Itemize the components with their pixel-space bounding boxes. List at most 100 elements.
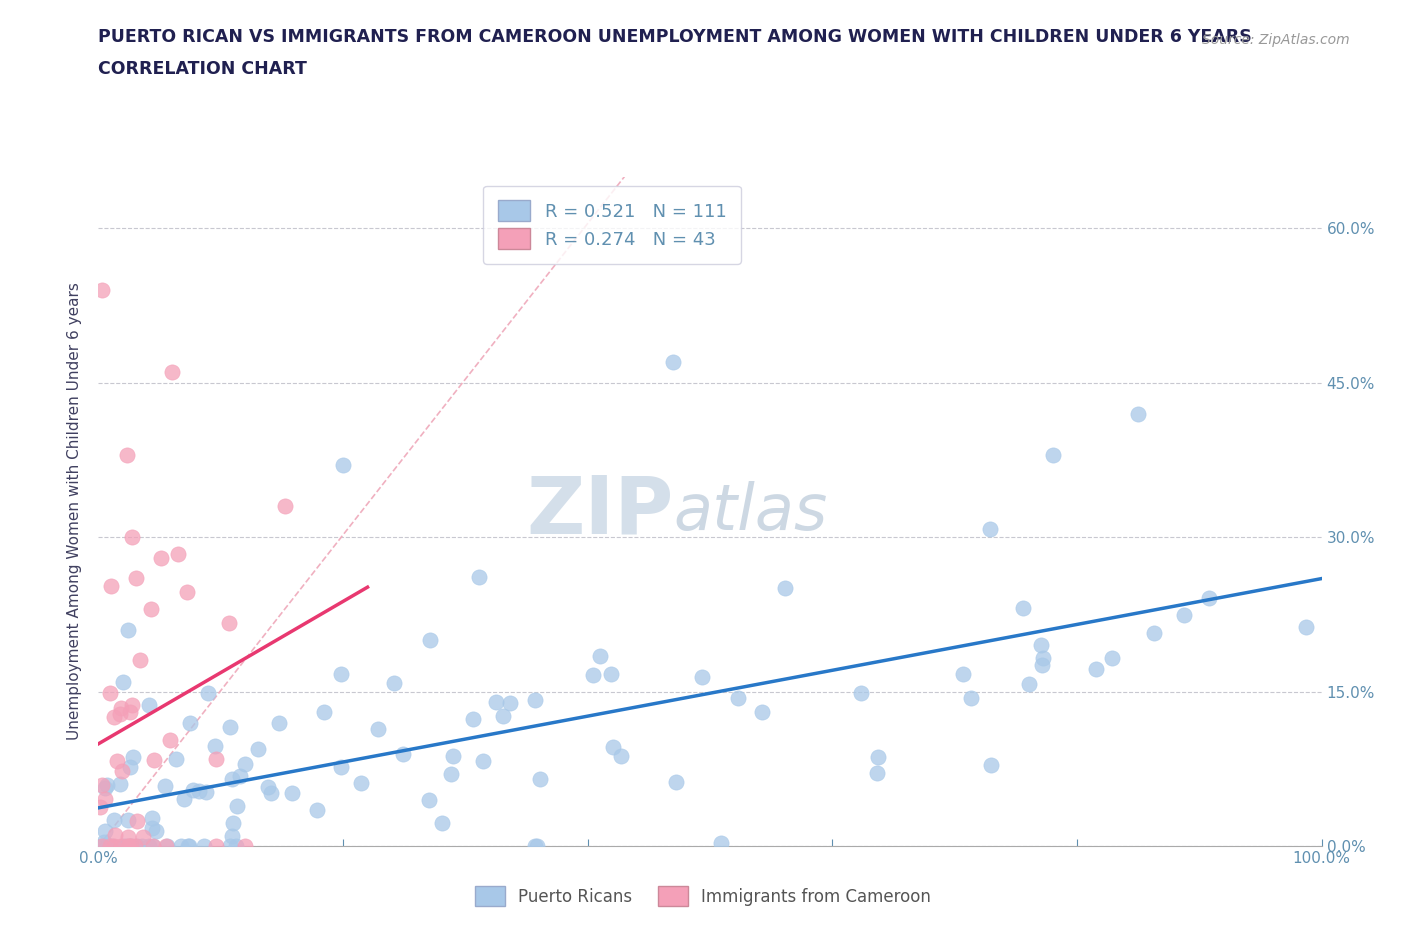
Point: [226, 799, 249, 814]
Point: [103, 710, 125, 724]
Point: [96, 777, 118, 792]
Point: [170, 839, 193, 854]
Point: [274, 498, 297, 513]
Point: [93, 835, 115, 850]
Point: [1011, 601, 1033, 616]
Point: [177, 839, 200, 854]
Point: [222, 816, 245, 830]
Point: [979, 521, 1001, 536]
Point: [139, 602, 162, 617]
Point: [204, 738, 226, 753]
Text: PUERTO RICAN VS IMMIGRANTS FROM CAMEROON UNEMPLOYMENT AMONG WOMEN WITH CHILDREN : PUERTO RICAN VS IMMIGRANTS FROM CAMEROON…: [98, 28, 1253, 46]
Point: [90, 778, 112, 793]
Point: [610, 749, 633, 764]
Point: [129, 652, 152, 667]
Point: [665, 775, 688, 790]
Point: [117, 813, 139, 828]
Point: [221, 829, 243, 844]
Point: [125, 839, 148, 854]
Point: [103, 839, 125, 854]
Point: [110, 839, 132, 854]
Point: [1042, 447, 1064, 462]
Point: [1128, 406, 1150, 421]
Point: [960, 691, 983, 706]
Text: ZIP: ZIP: [526, 472, 673, 551]
Point: [280, 786, 302, 801]
Point: [1031, 638, 1053, 653]
Point: [100, 578, 122, 593]
Point: [461, 712, 484, 727]
Point: [150, 551, 173, 565]
Legend: R = 0.521   N = 111, R = 0.274   N = 43: R = 0.521 N = 111, R = 0.274 N = 43: [484, 186, 741, 263]
Point: [269, 716, 291, 731]
Point: [165, 751, 187, 766]
Point: [94, 839, 117, 854]
Text: CORRELATION CHART: CORRELATION CHART: [98, 60, 308, 78]
Point: [105, 753, 128, 768]
Point: [602, 739, 624, 754]
Point: [382, 675, 405, 690]
Point: [112, 839, 135, 854]
Point: [179, 715, 201, 730]
Point: [131, 839, 153, 854]
Point: [225, 839, 247, 854]
Point: [773, 581, 796, 596]
Point: [117, 623, 139, 638]
Point: [89, 800, 111, 815]
Point: [138, 839, 160, 854]
Point: [127, 813, 149, 828]
Point: [1101, 650, 1123, 665]
Point: [430, 816, 453, 830]
Point: [727, 691, 749, 706]
Point: [471, 753, 494, 768]
Point: [97, 839, 120, 854]
Point: [91, 283, 114, 298]
Point: [662, 354, 685, 369]
Point: [132, 830, 155, 844]
Point: [419, 632, 441, 647]
Point: [392, 747, 415, 762]
Point: [440, 766, 463, 781]
Point: [205, 752, 228, 767]
Point: [692, 669, 714, 684]
Point: [1143, 626, 1166, 641]
Point: [115, 838, 138, 853]
Point: [145, 823, 167, 838]
Point: [218, 616, 240, 631]
Point: [1031, 658, 1053, 672]
Point: [117, 839, 139, 854]
Point: [120, 839, 142, 854]
Point: [529, 771, 551, 786]
Point: [193, 839, 215, 854]
Point: [111, 764, 134, 778]
Point: [332, 458, 354, 472]
Point: [492, 709, 515, 724]
Point: [141, 810, 163, 825]
Point: [307, 802, 329, 817]
Text: atlas: atlas: [673, 481, 828, 542]
Point: [91, 839, 114, 854]
Text: Source: ZipAtlas.com: Source: ZipAtlas.com: [1202, 33, 1350, 46]
Point: [1173, 607, 1195, 622]
Point: [350, 776, 373, 790]
Point: [173, 791, 195, 806]
Point: [709, 836, 731, 851]
Y-axis label: Unemployment Among Women with Children Under 6 years: Unemployment Among Women with Children U…: [67, 283, 83, 740]
Point: [94, 824, 117, 839]
Point: [110, 777, 132, 791]
Point: [499, 696, 522, 711]
Point: [112, 674, 135, 689]
Point: [204, 839, 226, 854]
Point: [120, 839, 142, 854]
Point: [120, 705, 142, 720]
Point: [110, 700, 132, 715]
Point: [155, 778, 177, 793]
Point: [124, 839, 146, 854]
Point: [751, 705, 773, 720]
Point: [155, 839, 177, 854]
Point: [523, 839, 546, 854]
Point: [523, 693, 546, 708]
Point: [589, 648, 612, 663]
Point: [330, 760, 353, 775]
Point: [485, 695, 508, 710]
